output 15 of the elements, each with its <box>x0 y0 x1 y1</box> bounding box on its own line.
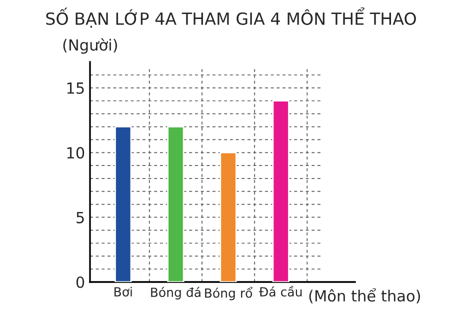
y-tick-label: 0 <box>76 276 84 288</box>
chart-title: SỐ BẠN LỚP 4A THAM GIA 4 MÔN THỂ THAO <box>46 7 416 28</box>
x-tick-label: Bóng rổ <box>205 286 252 300</box>
x-tick-label: Bơi <box>114 286 132 297</box>
bar <box>167 126 184 282</box>
y-tick-label: 15 <box>67 82 84 94</box>
y-axis-title: (Người) <box>63 38 118 54</box>
x-axis-title: (Môn thể thao) <box>309 288 420 304</box>
bar <box>272 100 290 282</box>
x-tick-label: Bóng đá <box>151 286 200 300</box>
bar <box>220 152 237 282</box>
y-tick-label: 5 <box>76 212 84 224</box>
x-tick-label: Đá cầu <box>259 286 302 297</box>
bar <box>114 126 132 282</box>
y-tick-label: 10 <box>67 147 84 159</box>
